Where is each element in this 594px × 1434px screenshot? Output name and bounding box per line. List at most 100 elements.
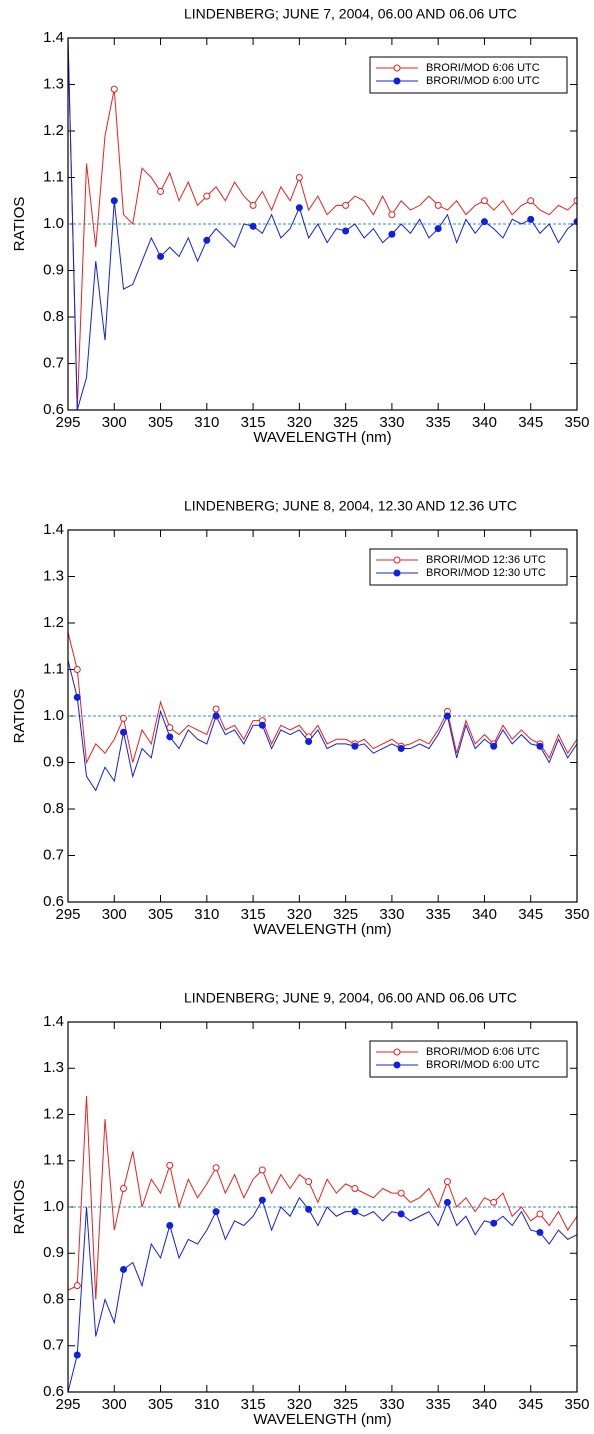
chart: LINDENBERG; JUNE 7, 2004, 06.00 AND 06.0… [11, 6, 590, 446]
y-tick-label: 0.8 [43, 308, 64, 325]
legend-box [369, 1040, 568, 1078]
y-tick-label: 0.9 [43, 1244, 64, 1261]
y-tick-label: 0.6 [43, 1383, 64, 1400]
data-point [166, 1161, 174, 1169]
x-tick-label: 325 [333, 1396, 358, 1413]
plot-frame [67, 37, 578, 411]
legend-box [369, 548, 568, 586]
legend-marker [393, 556, 401, 564]
x-tick-label: 310 [194, 1396, 219, 1413]
x-tick-label: 295 [55, 906, 80, 923]
data-point [397, 1210, 405, 1218]
data-point [397, 745, 405, 753]
x-tick-label: 335 [426, 414, 451, 431]
legend-box [369, 56, 568, 94]
legend-marker [393, 569, 401, 577]
data-point [305, 1205, 313, 1213]
data-point [351, 1185, 359, 1192]
x-tick-label: 305 [148, 414, 173, 431]
x-tick-label: 300 [102, 906, 127, 923]
y-tick-label: 1.3 [43, 567, 64, 584]
y-tick-label: 1.4 [43, 29, 64, 46]
x-tick-label: 345 [518, 906, 543, 923]
y-tick-label: 1.1 [43, 1152, 64, 1169]
y-axis-label: RATIOS [11, 197, 28, 252]
y-tick-label: 0.6 [43, 893, 64, 910]
x-tick-label: 335 [426, 1396, 451, 1413]
x-tick-label: 350 [564, 906, 589, 923]
series-line [68, 1095, 577, 1300]
data-point [351, 1208, 359, 1216]
data-point [305, 738, 313, 746]
data-point [490, 1198, 498, 1206]
x-tick-label: 335 [426, 906, 451, 923]
y-axis-label: RATIOS [11, 1180, 28, 1235]
y-axis-label: RATIOS [11, 689, 28, 744]
series-line [68, 660, 577, 792]
data-point [73, 666, 81, 673]
chart-title: LINDENBERG; JUNE 9, 2004, 06.00 AND 06.0… [184, 990, 517, 1006]
data-point [443, 712, 451, 720]
x-axis-label: WAVELENGTH (nm) [253, 921, 391, 938]
y-tick-label: 0.8 [43, 1290, 64, 1307]
x-axis-label: WAVELENGTH (nm) [253, 429, 391, 446]
data-point [434, 201, 442, 209]
y-tick-label: 1.1 [43, 168, 64, 185]
x-tick-label: 310 [194, 906, 219, 923]
data-point [249, 201, 257, 209]
y-tick-label: 1.0 [43, 215, 64, 232]
data-point [388, 230, 396, 238]
data-point [203, 236, 211, 244]
x-tick-label: 320 [287, 414, 312, 431]
plot-area [68, 1095, 577, 1392]
legend-label: BRORI/MOD 6:00 UTC [426, 1059, 540, 1071]
data-point [258, 1196, 266, 1204]
legend-marker [393, 64, 401, 72]
data-point [157, 253, 165, 261]
y-tick-label: 0.7 [43, 846, 64, 863]
y-tick-label: 1.3 [43, 1059, 64, 1076]
data-point [212, 712, 220, 720]
legend-label: BRORI/MOD 6:06 UTC [426, 62, 540, 74]
y-tick-label: 0.8 [43, 800, 64, 817]
y-tick-label: 1.2 [43, 614, 64, 631]
data-point [536, 1210, 544, 1218]
legend-label: BRORI/MOD 12:30 UTC [426, 567, 546, 579]
data-point [490, 742, 498, 750]
data-point [258, 1166, 266, 1174]
data-point [480, 218, 488, 226]
data-point [397, 1189, 405, 1197]
data-point [110, 197, 118, 205]
data-point [536, 1228, 544, 1236]
x-tick-label: 320 [287, 1396, 312, 1413]
data-point [573, 197, 577, 205]
x-tick-label: 330 [379, 414, 404, 431]
y-tick-label: 1.2 [43, 122, 64, 139]
data-point [434, 225, 442, 233]
data-point [342, 201, 350, 209]
x-tick-label: 320 [287, 906, 312, 923]
data-point [212, 1208, 220, 1216]
data-point [305, 1178, 313, 1186]
data-point [258, 721, 266, 729]
y-tick-label: 0.7 [43, 354, 64, 371]
x-tick-label: 315 [241, 906, 266, 923]
series-line [68, 38, 577, 410]
x-tick-label: 340 [472, 1396, 497, 1413]
x-tick-label: 350 [564, 1396, 589, 1413]
data-point [388, 211, 396, 219]
data-point [351, 742, 359, 750]
y-tick-label: 1.2 [43, 1105, 64, 1122]
x-tick-label: 315 [241, 1396, 266, 1413]
series-line [68, 38, 577, 410]
x-tick-label: 325 [333, 906, 358, 923]
x-tick-label: 340 [472, 414, 497, 431]
x-tick-label: 305 [148, 1396, 173, 1413]
data-point [120, 728, 128, 736]
x-tick-label: 295 [55, 1396, 80, 1413]
data-point [212, 1164, 220, 1172]
chart: LINDENBERG; JUNE 8, 2004, 12.30 AND 12.3… [11, 498, 590, 938]
x-tick-label: 300 [102, 414, 127, 431]
data-point [490, 1219, 498, 1227]
x-tick-label: 345 [518, 1396, 543, 1413]
